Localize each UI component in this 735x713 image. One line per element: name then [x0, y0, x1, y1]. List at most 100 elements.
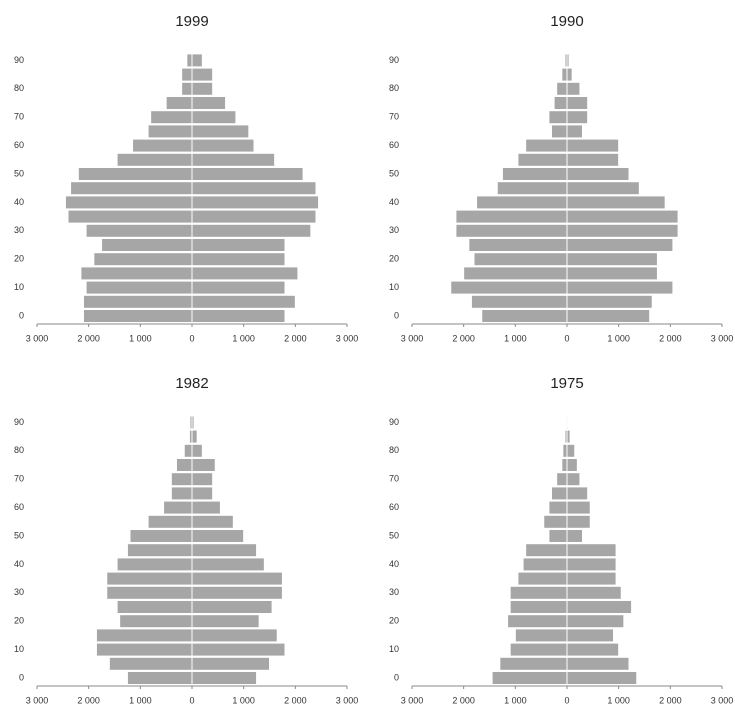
x-tick-label: 2 000 [284, 695, 307, 705]
bar [126, 543, 193, 558]
bar [176, 458, 193, 472]
y-tick-label: 80 [389, 83, 399, 93]
bar [566, 671, 638, 685]
y-tick-label: 20 [389, 254, 399, 264]
bar [566, 571, 617, 586]
bar [108, 656, 193, 671]
bar [566, 152, 620, 167]
bar [191, 614, 260, 629]
bar [561, 67, 568, 82]
y-tick-label: 70 [14, 474, 24, 484]
bar [463, 266, 568, 281]
y-tick-label: 80 [389, 445, 399, 455]
bar [566, 110, 589, 125]
bar [64, 195, 193, 210]
bar [83, 309, 193, 323]
y-tick-label: 90 [14, 55, 24, 65]
bar [191, 167, 304, 181]
bar [170, 486, 193, 501]
y-tick-label: 60 [389, 140, 399, 150]
bar [191, 472, 214, 487]
bar [191, 557, 265, 572]
bar [473, 252, 568, 267]
bar [556, 81, 568, 96]
bar [517, 571, 568, 586]
bar [566, 628, 614, 643]
x-tick-label: 2 000 [284, 333, 307, 343]
bar [517, 152, 568, 167]
bar [183, 443, 193, 458]
bar [566, 167, 630, 181]
bar [566, 81, 581, 96]
bar [101, 238, 193, 252]
bar [165, 96, 193, 110]
y-tick-label: 50 [389, 168, 399, 178]
bar [566, 557, 617, 572]
bar [191, 543, 258, 558]
bar [95, 628, 193, 643]
bar [525, 138, 568, 153]
bar [501, 167, 568, 181]
x-tick-label: 0 [564, 695, 569, 705]
bar [509, 600, 568, 614]
bar [191, 671, 258, 685]
y-tick-label: 50 [14, 530, 24, 540]
bar [491, 671, 568, 685]
bar [132, 138, 193, 153]
chart-title: 1982 [175, 375, 208, 392]
x-tick-label: 3 000 [711, 333, 734, 343]
x-tick-label: 2 000 [659, 695, 682, 705]
bar [106, 585, 193, 600]
bar [191, 110, 237, 125]
bar [191, 67, 214, 82]
bar [566, 309, 651, 323]
y-tick-label: 90 [389, 55, 399, 65]
x-tick-label: 1 000 [232, 333, 255, 343]
bar [191, 195, 320, 210]
bar [119, 614, 193, 629]
x-tick-label: 0 [189, 695, 194, 705]
y-tick-label: 70 [14, 112, 24, 122]
bar [566, 458, 578, 472]
x-tick-label: 3 000 [336, 695, 359, 705]
x-tick-label: 2 000 [452, 695, 475, 705]
x-tick-label: 3 000 [336, 333, 359, 343]
bar [80, 266, 193, 281]
bar [566, 585, 622, 600]
bar [191, 585, 283, 600]
bar [514, 628, 568, 643]
bar [566, 656, 630, 671]
chart-title: 1975 [550, 375, 583, 392]
bar [191, 294, 296, 309]
y-tick-label: 60 [389, 502, 399, 512]
y-tick-label: 50 [389, 530, 399, 540]
bar [553, 96, 568, 110]
bar [562, 443, 568, 458]
bar [566, 486, 589, 501]
x-tick-label: 3 000 [26, 695, 49, 705]
bar [191, 266, 299, 281]
x-tick-label: 1 000 [232, 695, 255, 705]
bar [191, 96, 227, 110]
bar [106, 571, 193, 586]
bar [566, 67, 573, 82]
bar [191, 124, 250, 139]
y-tick-label: 80 [14, 445, 24, 455]
bar [191, 500, 221, 515]
bar [566, 53, 570, 68]
bar [566, 472, 581, 487]
bar [191, 223, 312, 238]
bar [566, 195, 666, 210]
bar [522, 557, 568, 572]
x-tick-label: 2 000 [659, 333, 682, 343]
bar [566, 529, 583, 543]
bar [543, 514, 568, 529]
bar [566, 238, 674, 252]
x-tick-label: 2 000 [452, 333, 475, 343]
x-tick-label: 1 000 [504, 333, 527, 343]
bar [77, 167, 193, 181]
bar [126, 671, 193, 685]
y-tick-label: 30 [389, 587, 399, 597]
bar [561, 458, 568, 472]
